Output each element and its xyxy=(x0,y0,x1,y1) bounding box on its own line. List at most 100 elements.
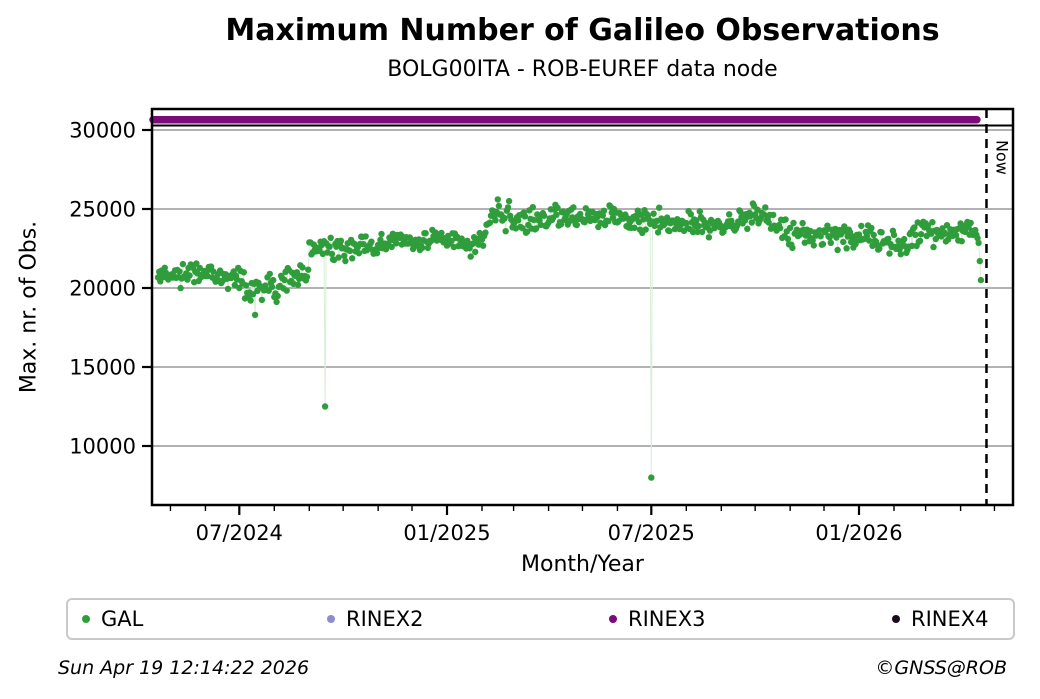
gal-point xyxy=(335,254,342,261)
legend-item-rinex3: RINEX3 xyxy=(609,600,706,638)
gal-point xyxy=(242,282,250,289)
gal-point xyxy=(765,219,772,226)
gal-point xyxy=(472,248,479,256)
gal-point xyxy=(958,238,965,245)
gal-point xyxy=(501,215,508,222)
gal-point xyxy=(293,269,301,276)
legend: GAL RINEX2 RINEX3 RINEX4 xyxy=(66,598,1015,640)
gal-point xyxy=(274,292,281,300)
gal-point xyxy=(236,284,243,292)
gal-point xyxy=(479,242,487,249)
gal-point xyxy=(179,260,187,268)
gal-point xyxy=(810,242,817,249)
gal-point xyxy=(824,222,831,229)
gal-point xyxy=(327,234,334,241)
gal-point xyxy=(514,217,522,224)
gal-point xyxy=(656,204,663,211)
gal-point xyxy=(186,272,193,279)
gal-point xyxy=(789,244,796,252)
gal-point xyxy=(573,221,580,229)
gal-point xyxy=(600,207,608,214)
legend-label: RINEX4 xyxy=(911,607,989,631)
gal-point xyxy=(207,263,215,270)
gal-point xyxy=(916,237,924,244)
gal-point xyxy=(870,231,877,239)
gal-point xyxy=(438,229,445,237)
gal-point xyxy=(458,235,465,242)
gal-point xyxy=(247,297,254,304)
gal-point xyxy=(328,250,336,258)
gal-point xyxy=(326,243,333,250)
gal-point xyxy=(362,233,369,240)
gal-point xyxy=(631,224,638,231)
gal-point xyxy=(878,229,885,236)
gal-point xyxy=(744,225,751,232)
gal-point xyxy=(368,238,375,245)
legend-label: GAL xyxy=(101,607,144,631)
gal-point xyxy=(266,270,273,278)
legend-dot-rinex2 xyxy=(327,615,335,623)
gal-point xyxy=(360,241,367,248)
x-tick-label: 01/2026 xyxy=(815,521,902,545)
gal-point xyxy=(833,234,840,241)
gal-point xyxy=(929,219,936,226)
gal-point xyxy=(321,403,329,410)
gal-point xyxy=(827,239,834,246)
gal-point xyxy=(648,474,655,481)
gal-point xyxy=(840,238,847,246)
gal-point xyxy=(654,229,662,236)
gal-point xyxy=(858,222,865,230)
gal-point xyxy=(908,242,916,249)
gal-point xyxy=(650,210,657,217)
gal-point xyxy=(533,225,540,232)
gal-point xyxy=(523,228,531,235)
chart-title: Maximum Number of Galileo Observations xyxy=(225,13,940,48)
gal-point xyxy=(373,250,381,257)
gal-point xyxy=(283,287,290,294)
gal-point xyxy=(890,231,898,239)
gal-point xyxy=(240,269,247,276)
gal-point xyxy=(975,239,982,247)
gal-point xyxy=(281,276,288,284)
gal-point xyxy=(693,217,700,224)
gal-point xyxy=(698,228,706,236)
legend-dot-gal xyxy=(82,615,90,623)
y-tick-label: 20000 xyxy=(69,277,136,301)
gal-point xyxy=(911,224,918,231)
gal-point xyxy=(726,211,733,218)
legend-item-rinex2: RINEX2 xyxy=(327,600,424,638)
legend-dot-rinex3 xyxy=(609,615,617,623)
legend-dot-rinex4 xyxy=(892,615,900,623)
x-axis-label: Month/Year xyxy=(521,552,644,577)
gal-point xyxy=(666,227,673,235)
gal-point xyxy=(897,251,904,258)
legend-item-rinex4: RINEX4 xyxy=(892,600,989,638)
gal-point xyxy=(912,231,919,238)
gal-point xyxy=(529,204,536,211)
gal-point xyxy=(855,231,863,238)
gal-point xyxy=(762,204,769,211)
gal-point xyxy=(671,225,679,233)
y-tick-label: 25000 xyxy=(69,198,136,222)
gal-point xyxy=(482,229,489,236)
gal-point xyxy=(816,227,823,234)
gal-point xyxy=(419,244,426,251)
gal-point xyxy=(952,232,960,239)
x-tick-label: 07/2025 xyxy=(608,521,695,545)
gal-point xyxy=(868,224,875,232)
gal-point xyxy=(554,204,561,212)
gal-point xyxy=(504,204,512,211)
legend-label: RINEX2 xyxy=(346,607,424,631)
gal-point xyxy=(258,296,266,304)
gal-point xyxy=(695,222,702,230)
gal-point xyxy=(876,245,883,252)
gal-point xyxy=(799,219,806,227)
x-tick-label: 07/2024 xyxy=(196,521,283,545)
gal-point xyxy=(683,219,690,227)
x-tick-label: 01/2025 xyxy=(403,521,490,545)
gal-point xyxy=(355,250,363,257)
legend-item-gal: GAL xyxy=(82,600,143,638)
gal-point xyxy=(337,237,345,244)
gal-point xyxy=(378,230,385,238)
